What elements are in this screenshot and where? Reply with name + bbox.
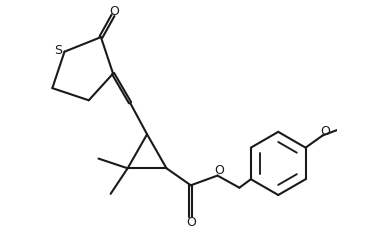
Text: O: O [186, 216, 196, 229]
Text: O: O [320, 125, 330, 138]
Text: O: O [214, 164, 224, 177]
Text: S: S [54, 44, 62, 57]
Text: O: O [109, 5, 119, 18]
